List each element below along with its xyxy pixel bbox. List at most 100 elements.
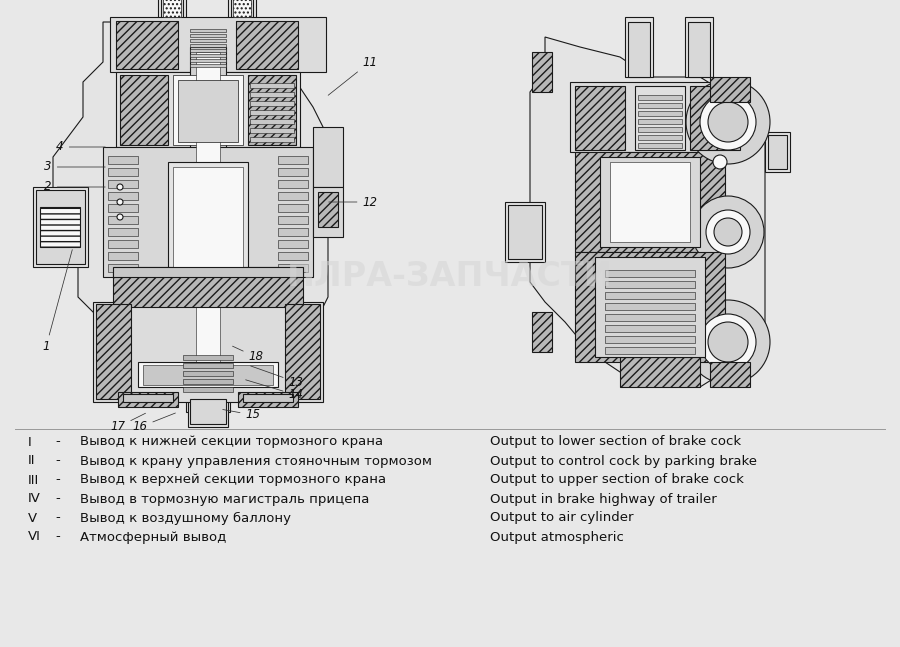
Bar <box>638 95 682 100</box>
Bar <box>278 264 308 272</box>
Bar <box>120 75 168 145</box>
Bar <box>190 39 226 42</box>
Bar <box>178 80 238 142</box>
Bar <box>188 397 228 427</box>
Bar <box>638 127 682 132</box>
Bar <box>113 267 303 307</box>
Bar <box>710 362 750 387</box>
Circle shape <box>706 210 750 254</box>
Text: Вывод к верхней секции тормозного крана: Вывод к верхней секции тормозного крана <box>80 474 386 487</box>
Bar <box>605 292 695 299</box>
Bar <box>278 252 308 260</box>
Bar <box>278 204 308 212</box>
Text: Output to control cock by parking brake: Output to control cock by parking brake <box>490 454 757 468</box>
Text: 12: 12 <box>328 195 377 208</box>
Text: ПЛРА-ЗАПЧАСТИ: ПЛРА-ЗАПЧАСТИ <box>287 261 613 294</box>
Circle shape <box>686 80 770 164</box>
Text: 4: 4 <box>56 140 105 153</box>
Bar <box>638 111 682 116</box>
Bar <box>250 110 294 115</box>
Bar <box>610 162 690 242</box>
Bar <box>183 371 233 376</box>
Bar <box>765 132 790 172</box>
Bar <box>628 22 650 77</box>
Bar <box>250 101 294 106</box>
Text: 3: 3 <box>44 160 105 173</box>
Circle shape <box>713 155 727 169</box>
Bar <box>638 143 682 148</box>
Bar <box>183 363 233 368</box>
Bar <box>118 392 178 407</box>
Text: -: - <box>56 454 60 468</box>
Text: 2: 2 <box>44 181 105 193</box>
Bar <box>243 394 293 402</box>
Bar <box>318 192 338 227</box>
Bar <box>605 270 695 277</box>
Bar <box>638 119 682 124</box>
Bar <box>250 83 294 88</box>
Bar <box>183 387 233 392</box>
Bar <box>532 52 552 92</box>
Bar <box>238 392 298 407</box>
Bar <box>173 75 243 145</box>
Text: Вывод к крану управления стояночным тормозом: Вывод к крану управления стояночным торм… <box>80 454 432 468</box>
Bar <box>33 187 88 267</box>
Bar <box>508 205 542 259</box>
Bar <box>575 152 725 252</box>
Bar <box>605 303 695 310</box>
Bar <box>595 257 705 357</box>
Bar <box>278 192 308 200</box>
Bar <box>108 192 138 200</box>
Bar <box>96 304 131 399</box>
Bar <box>36 190 85 264</box>
Text: Output in brake highway of trailer: Output in brake highway of trailer <box>490 492 716 505</box>
Text: Output to upper section of brake cock: Output to upper section of brake cock <box>490 474 744 487</box>
Bar <box>93 302 323 402</box>
Bar <box>190 44 226 47</box>
Bar <box>116 72 300 147</box>
Bar <box>108 240 138 248</box>
Text: 15: 15 <box>222 408 260 421</box>
Text: 6: 6 <box>0 646 1 647</box>
Bar <box>108 228 138 236</box>
Bar <box>248 75 296 145</box>
Bar <box>228 0 256 22</box>
Bar <box>575 252 725 362</box>
Bar <box>278 228 308 236</box>
Bar <box>190 64 226 67</box>
Text: -: - <box>56 531 60 543</box>
Text: V: V <box>28 512 37 525</box>
Circle shape <box>700 94 756 150</box>
Bar <box>638 135 682 140</box>
Bar <box>108 168 138 176</box>
Bar <box>278 240 308 248</box>
Bar <box>710 77 750 102</box>
Bar <box>173 167 243 267</box>
Bar <box>168 162 248 272</box>
Bar <box>620 357 700 387</box>
Bar <box>190 34 226 37</box>
Bar <box>532 312 552 352</box>
Bar <box>605 336 695 343</box>
Text: Атмосферный вывод: Атмосферный вывод <box>80 531 227 543</box>
Bar <box>143 365 273 385</box>
Text: 18: 18 <box>232 346 264 364</box>
Text: III: III <box>28 474 40 487</box>
Text: Вывод к воздушному баллону: Вывод к воздушному баллону <box>80 512 291 525</box>
Bar <box>190 54 226 57</box>
Circle shape <box>708 322 748 362</box>
Bar <box>110 17 326 72</box>
Bar <box>605 314 695 321</box>
Bar <box>605 281 695 288</box>
Text: Output to air cylinder: Output to air cylinder <box>490 512 634 525</box>
Bar <box>108 264 138 272</box>
Bar <box>183 379 233 384</box>
Bar <box>236 21 298 69</box>
Bar <box>40 207 80 247</box>
Bar <box>575 86 625 150</box>
Circle shape <box>708 102 748 142</box>
Bar <box>163 0 181 17</box>
Circle shape <box>117 184 123 190</box>
Bar <box>605 325 695 332</box>
Text: 13: 13 <box>250 366 303 388</box>
